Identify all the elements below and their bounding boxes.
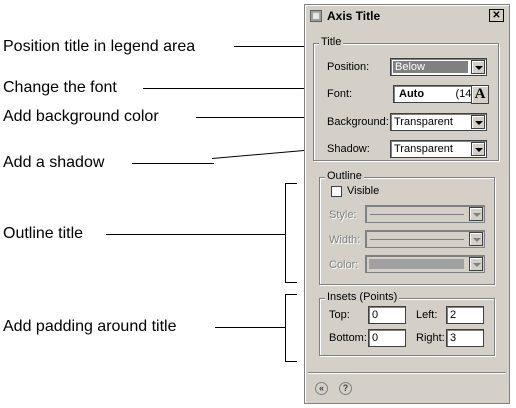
font-button[interactable]: A (471, 85, 489, 104)
chevron-down-icon[interactable] (469, 257, 483, 271)
leader-line-background (196, 117, 313, 118)
inset-bottom-input[interactable]: 0 (368, 329, 406, 347)
callout-background: Add background color (3, 108, 159, 125)
inset-bottom-value: 0 (372, 332, 379, 344)
title-group: Title (313, 36, 499, 161)
style-label: Style: (329, 209, 357, 221)
shadow-value: Transparent (394, 143, 453, 155)
chart-icon: ▦ (310, 10, 322, 22)
bracket-outline-top (285, 183, 297, 184)
dialog-titlebar[interactable]: ▦ Axis Title ✕ (306, 6, 508, 26)
callout-shadow: Add a shadow (3, 154, 105, 171)
collapse-button[interactable]: « (315, 382, 328, 395)
chevron-down-icon[interactable] (471, 115, 485, 129)
width-label: Width: (329, 234, 361, 246)
visible-label: Visible (347, 185, 380, 197)
inset-right-input[interactable]: 3 (446, 329, 484, 347)
bracket-outline-bottom (285, 282, 297, 283)
inset-top-input[interactable]: 0 (368, 306, 406, 324)
bracket-padding-bottom (285, 361, 297, 362)
close-button[interactable]: ✕ (489, 9, 504, 22)
visible-checkbox[interactable] (331, 186, 342, 197)
background-select[interactable]: Transparent (390, 113, 487, 131)
footer-divider (308, 372, 506, 373)
bracket-padding-vert (285, 294, 286, 362)
double-chevron-left-icon: « (318, 383, 324, 393)
close-icon: ✕ (492, 10, 501, 21)
bracket-padding-top (285, 294, 297, 295)
callout-font: Change the font (3, 79, 117, 96)
font-display: Auto (14) (393, 85, 479, 103)
leader-line-font (143, 88, 313, 89)
callout-outline: Outline title (3, 225, 84, 242)
inset-left-input[interactable]: 2 (446, 306, 484, 324)
insets-group: Insets (Points) (319, 291, 495, 356)
help-icon: ? (342, 383, 349, 393)
width-select[interactable] (365, 230, 485, 248)
title-group-label: Title (319, 36, 344, 48)
color-label: Color: (329, 259, 359, 271)
dialog-title: Axis Title (327, 9, 381, 23)
axis-title-dialog: ▦ Axis Title ✕ Title Position: Below Fon… (304, 4, 510, 404)
inset-top-label: Top: (329, 309, 350, 321)
chevron-down-icon[interactable] (471, 60, 485, 74)
color-swatch (369, 259, 464, 269)
inset-right-label: Right: (416, 332, 445, 344)
position-value: Below (393, 61, 468, 73)
bracket-outline-vert (285, 183, 286, 283)
line-style-preview (370, 214, 464, 215)
font-icon: A (474, 86, 486, 102)
color-select[interactable] (365, 255, 485, 273)
leader-line-shadow (132, 163, 214, 164)
font-name: Auto (399, 88, 425, 100)
inset-left-label: Left: (416, 309, 438, 321)
leader-line-position (234, 46, 314, 47)
line-width-preview (370, 239, 464, 240)
background-label: Background: (327, 116, 389, 128)
background-value: Transparent (394, 116, 453, 128)
position-label: Position: (327, 61, 370, 73)
help-button[interactable]: ? (339, 382, 352, 395)
inset-left-value: 2 (450, 309, 457, 321)
leader-line-padding (215, 327, 286, 328)
font-size: (14) (455, 88, 475, 100)
insets-group-label: Insets (Points) (325, 291, 400, 303)
callout-position: Position title in legend area (3, 38, 196, 55)
outline-group: Outline (319, 170, 495, 285)
font-label: Font: (327, 88, 353, 100)
chevron-down-icon[interactable] (469, 232, 483, 246)
outline-group-label: Outline (325, 170, 364, 182)
callout-padding: Add padding around title (3, 318, 177, 335)
position-select[interactable]: Below (390, 58, 487, 76)
leader-line-outline (106, 234, 285, 235)
shadow-select[interactable]: Transparent (390, 140, 487, 158)
chevron-down-icon[interactable] (469, 207, 483, 221)
inset-right-value: 3 (450, 332, 457, 344)
style-select[interactable] (365, 205, 485, 223)
chevron-down-icon[interactable] (471, 142, 485, 156)
inset-bottom-label: Bottom: (329, 332, 367, 344)
inset-top-value: 0 (372, 309, 379, 321)
shadow-label: Shadow: (327, 143, 370, 155)
